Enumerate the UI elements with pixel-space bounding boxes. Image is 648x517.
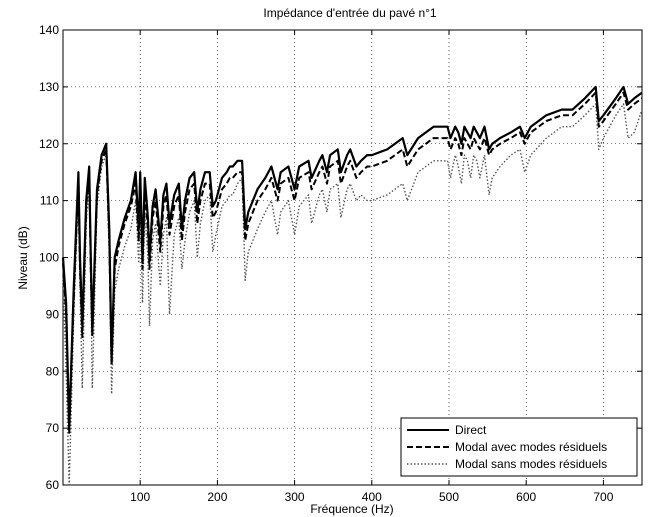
x-tick-label-5: 600 <box>516 490 536 504</box>
y-tick-label-4: 100 <box>39 251 59 265</box>
grid-lines <box>63 30 642 485</box>
y-tick-label-3: 90 <box>46 307 60 321</box>
x-axis-label: Fréquence (Hz) <box>310 502 393 516</box>
x-tick-label-0: 100 <box>130 490 150 504</box>
series-modal-sans-line <box>62 103 643 486</box>
y-tick-label-8: 140 <box>39 23 59 37</box>
y-tick-label-6: 120 <box>39 137 59 151</box>
y-axis-label: Niveau (dB) <box>16 226 30 289</box>
series-direct-line <box>61 85 643 430</box>
y-tick-label-0: 60 <box>46 478 60 492</box>
x-tick-label-3: 400 <box>362 490 382 504</box>
x-tick-label-6: 700 <box>593 490 613 504</box>
x-tick-label-2: 300 <box>285 490 305 504</box>
y-tick-label-2: 80 <box>46 364 60 378</box>
legend-label-direct: Direct <box>455 423 487 437</box>
legend-label-modal-sans: Modal sans modes résiduels <box>455 457 607 471</box>
y-axis: 60 70 80 90 100 110 120 130 140 <box>39 23 642 492</box>
y-tick-label-7: 130 <box>39 80 59 94</box>
x-tick-label-1: 200 <box>207 490 227 504</box>
y-tick-label-5: 110 <box>40 194 59 208</box>
y-tick-label-1: 70 <box>46 421 60 435</box>
legend-box <box>400 417 638 477</box>
legend: Direct Modal avec modes résiduels Modal … <box>400 417 638 477</box>
series-modal-avec-line <box>62 91 643 435</box>
chart-title: Impédance d'entrée du pavé n°1 <box>263 6 437 20</box>
series-layer <box>61 85 643 486</box>
x-axis: 100 200 300 400 500 600 700 <box>130 30 614 504</box>
legend-label-modal-avec: Modal avec modes résiduels <box>455 440 607 454</box>
x-tick-label-4: 500 <box>439 490 459 504</box>
